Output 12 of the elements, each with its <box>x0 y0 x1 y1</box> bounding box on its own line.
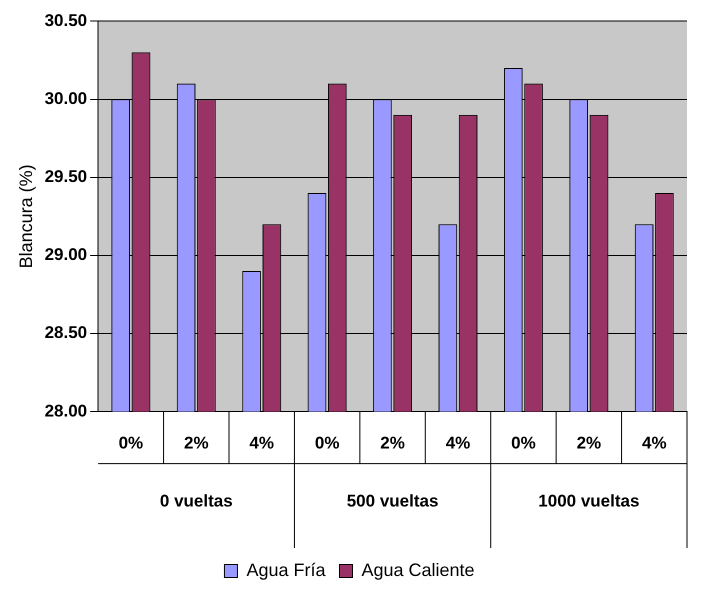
y-tick-label: 30.00 <box>44 88 88 108</box>
legend-label: Agua Caliente <box>361 560 475 580</box>
text: 1000 vueltas <box>538 491 640 510</box>
y-tick-label: 28.50 <box>44 323 88 342</box>
text: 0 vueltas <box>160 491 233 510</box>
y-axis-title: Blancura (%) <box>16 164 36 268</box>
y-tick-label: 30.50 <box>44 10 88 30</box>
y-tick-label: 29.00 <box>44 245 88 264</box>
y-tick-label: 28.00 <box>44 401 88 420</box>
text: 500 vueltas <box>346 491 438 510</box>
legend-label: Agua Fría <box>246 560 326 580</box>
y-tick-label: 29.50 <box>44 167 88 186</box>
